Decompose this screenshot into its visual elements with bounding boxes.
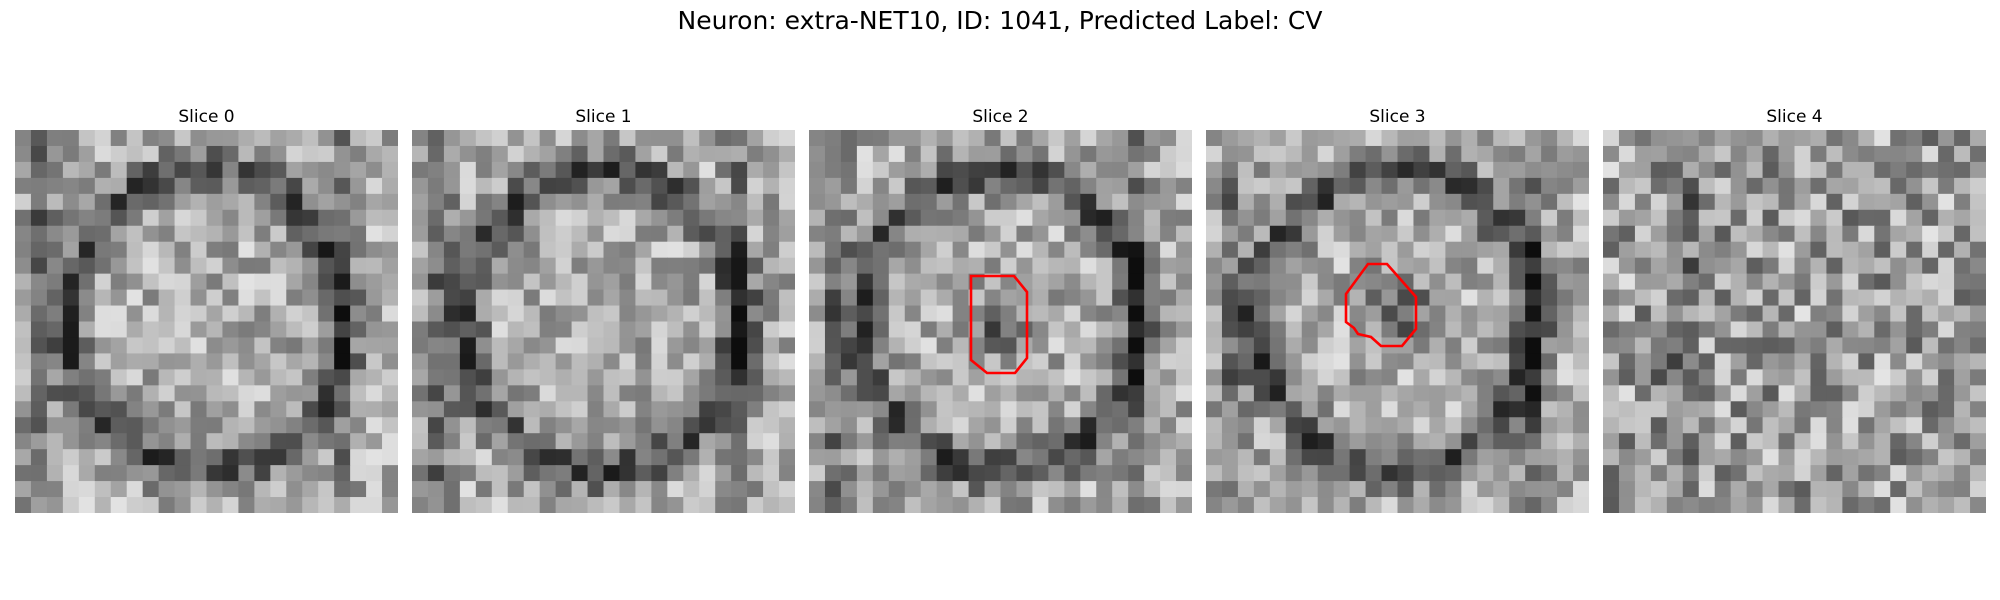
slice-image: [1603, 130, 1986, 513]
slice-image: [15, 130, 398, 513]
figure-title: Neuron: extra-NET10, ID: 1041, Predicted…: [0, 6, 2000, 35]
slice-panel-0: Slice 0: [15, 105, 398, 513]
slice-image: [1206, 130, 1589, 513]
slice-title: Slice 1: [412, 105, 795, 130]
slice-title: Slice 0: [15, 105, 398, 130]
slice-image: [809, 130, 1192, 513]
slice-title: Slice 3: [1206, 105, 1589, 130]
slice-title: Slice 2: [809, 105, 1192, 130]
slice-image: [412, 130, 795, 513]
slice-panel-4: Slice 4: [1603, 105, 1986, 513]
slice-panel-3: Slice 3: [1206, 105, 1589, 513]
slice-panel-2: Slice 2: [809, 105, 1192, 513]
slice-title: Slice 4: [1603, 105, 1986, 130]
slice-panel-1: Slice 1: [412, 105, 795, 513]
